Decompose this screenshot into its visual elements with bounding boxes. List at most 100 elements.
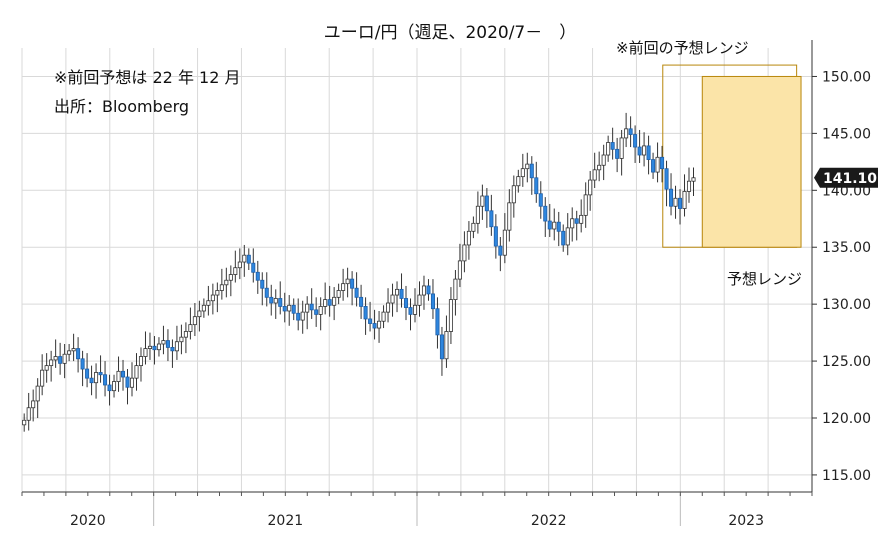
candle <box>291 298 296 321</box>
candle <box>610 127 615 160</box>
candle <box>642 132 647 167</box>
candle-body-down <box>399 288 404 299</box>
candle <box>35 378 40 418</box>
candle <box>660 145 665 183</box>
candle <box>426 279 431 301</box>
candle-body-down <box>246 254 251 264</box>
candle-body-up <box>179 336 184 343</box>
candle-body-down <box>547 220 552 230</box>
candle <box>296 298 301 331</box>
candle-body-up <box>552 221 557 230</box>
candle-body-up <box>565 227 570 246</box>
candle <box>121 359 126 391</box>
candle-body-down <box>426 285 431 295</box>
previous-forecast-date-note: ※前回予想は 22 年 12 月 <box>54 68 240 87</box>
candle <box>359 284 364 319</box>
current-price-tag: 141.10 <box>814 167 878 188</box>
candle-body-up <box>44 365 49 371</box>
candle <box>183 322 188 354</box>
candle-body-down <box>439 334 444 360</box>
candle-body-down <box>678 197 683 209</box>
candle <box>646 135 651 175</box>
current-price-tag-shape <box>814 167 878 188</box>
candle <box>390 283 395 317</box>
candle-body-down <box>58 356 63 364</box>
candle-body-down <box>403 298 409 308</box>
candle-body-up <box>377 320 382 329</box>
candle <box>215 282 220 313</box>
candle <box>76 337 81 373</box>
y-tick-label: 135.00 <box>822 240 871 256</box>
candle-body-down <box>610 142 615 150</box>
candle-body-down <box>435 308 440 336</box>
candle <box>619 129 624 176</box>
candle <box>448 287 453 344</box>
candle <box>94 363 99 399</box>
candle <box>421 275 426 310</box>
candle-body-up <box>480 195 485 207</box>
candle-body-up <box>606 142 611 156</box>
candle-body-down <box>574 218 579 224</box>
candle <box>287 295 292 326</box>
candle <box>165 329 170 362</box>
candle-body-down <box>529 163 534 179</box>
candle-body-up <box>35 385 40 402</box>
candle <box>475 191 480 234</box>
candle <box>125 369 130 405</box>
candle <box>628 116 633 148</box>
candle <box>534 161 539 203</box>
candle-body-down <box>165 340 170 348</box>
candle <box>462 231 467 273</box>
candle <box>592 152 597 189</box>
y-tick-label: 130.00 <box>822 297 871 313</box>
candle-body-down <box>107 384 112 392</box>
y-tick-label: 145.00 <box>822 126 871 142</box>
candle-body-down <box>260 279 265 289</box>
candle <box>511 175 516 218</box>
candle <box>314 297 319 327</box>
candle <box>300 300 305 334</box>
candle-body-up <box>215 290 220 296</box>
candle-body-down <box>363 306 368 320</box>
candle-body-up <box>116 370 121 382</box>
candle-body-up <box>192 316 197 326</box>
candle <box>417 281 422 317</box>
candle-body-down <box>251 262 256 273</box>
candle <box>686 167 692 203</box>
candle <box>583 182 588 228</box>
candle <box>480 184 485 220</box>
candle <box>67 344 72 362</box>
candle <box>430 279 435 319</box>
candle <box>174 325 179 360</box>
candle <box>188 307 193 340</box>
candle-body-up <box>453 278 458 301</box>
candle-body-down <box>637 146 642 156</box>
candle-body-up <box>318 306 323 315</box>
candle-body-down <box>408 307 413 315</box>
candle-body-down <box>489 210 494 228</box>
candle <box>520 153 525 187</box>
candle-body-up <box>345 278 350 285</box>
candle-body-up <box>462 244 467 262</box>
candle-body-up <box>332 296 337 306</box>
candle-body-up <box>673 197 678 207</box>
candle-body-down <box>534 177 539 195</box>
candle <box>255 260 260 294</box>
candle <box>664 160 669 207</box>
candle <box>53 339 58 368</box>
candle <box>525 152 530 183</box>
candle-body-up <box>336 290 341 298</box>
forecast-range-boxes <box>662 64 802 248</box>
candle-body-up <box>197 310 202 318</box>
candle <box>606 135 611 162</box>
candle-body-up <box>67 350 72 355</box>
candle-body-down <box>372 323 377 329</box>
candle <box>327 285 332 317</box>
candle-body-up <box>507 202 512 231</box>
candle <box>278 281 283 315</box>
candle-body-down <box>125 376 130 388</box>
candle <box>354 272 359 307</box>
candle-body-down <box>430 293 435 310</box>
candle <box>444 315 449 368</box>
candle-body-up <box>305 303 310 313</box>
